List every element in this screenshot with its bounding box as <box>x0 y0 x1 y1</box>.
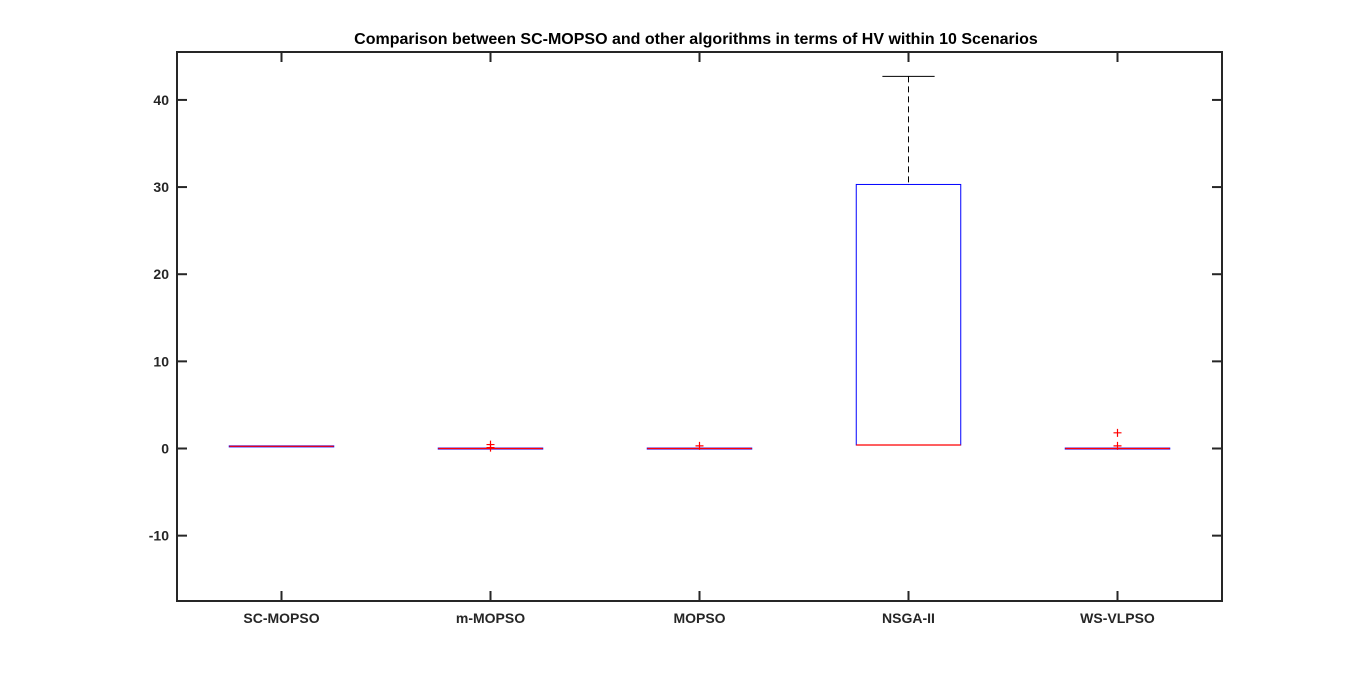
outlier-marker <box>695 441 704 450</box>
outlier-marker <box>486 443 495 452</box>
x-tick-label: m-MOPSO <box>456 610 525 626</box>
y-tick-label: 30 <box>153 179 169 195</box>
y-tick-label: 20 <box>153 266 169 282</box>
y-tick-label: 10 <box>153 353 169 369</box>
x-tick-label: SC-MOPSO <box>243 610 319 626</box>
axes-frame <box>176 51 1223 602</box>
chart-title: Comparison between SC-MOPSO and other al… <box>354 31 1038 48</box>
outlier-marker <box>1113 441 1122 450</box>
outlier-marker <box>1113 428 1122 437</box>
y-tick-label: -10 <box>149 528 169 544</box>
y-tick-label: 0 <box>161 441 169 457</box>
x-tick-label: MOPSO <box>673 610 725 626</box>
x-tick-label: NSGA-II <box>882 610 935 626</box>
box-nsga-ii <box>855 183 962 446</box>
y-tick-label: 40 <box>153 92 169 108</box>
plot-area: -10 0 10 20 30 40 SC-MOPSO m-MOPSO MOPSO NSGA-II W… <box>149 52 1222 626</box>
x-tick-label: WS-VLPSO <box>1080 610 1155 626</box>
